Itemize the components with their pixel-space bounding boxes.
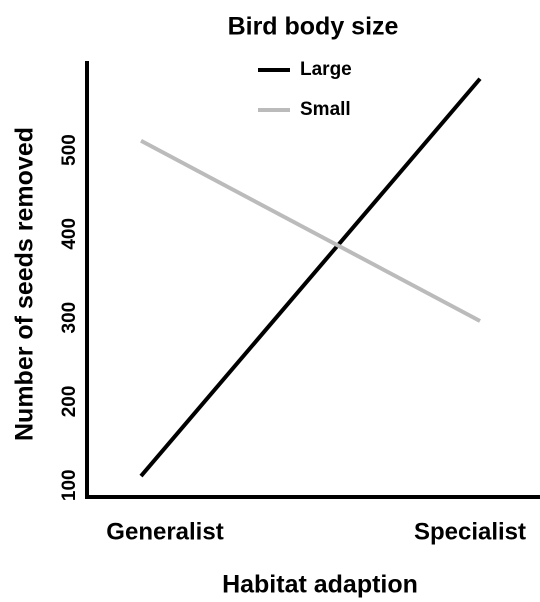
y-tick-label: 100 — [59, 469, 80, 501]
series-line — [139, 77, 482, 478]
y-tick-label: 200 — [59, 386, 80, 418]
legend-label: Large — [300, 59, 352, 80]
y-tick-label: 300 — [59, 302, 80, 334]
y-tick-label: 500 — [59, 134, 80, 166]
chart-title: Bird body size — [228, 13, 399, 41]
series-line — [140, 139, 481, 323]
y-axis-label: Number of seeds removed — [11, 127, 39, 441]
y-tick-label: 400 — [59, 218, 80, 250]
x-tick-label: Specialist — [414, 518, 526, 545]
x-tick-label: Generalist — [106, 518, 223, 545]
x-axis-label: Habitat adaption — [222, 571, 418, 599]
legend-label: Small — [300, 99, 351, 120]
